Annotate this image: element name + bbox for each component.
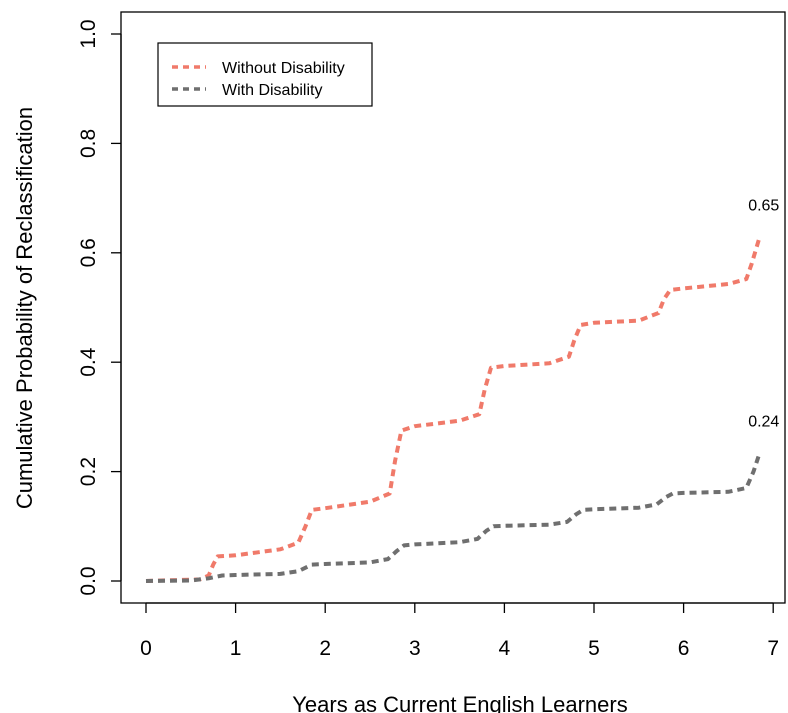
end-label-1: 0.24: [748, 413, 779, 430]
y-tick-label: 0.6: [77, 238, 100, 267]
x-tick-label: 5: [588, 637, 600, 660]
y-tick-label: 0.0: [77, 566, 100, 595]
legend-label-1: With Disability: [222, 82, 322, 99]
y-tick-label: 0.4: [77, 347, 100, 377]
y-tick-label: 1.0: [77, 19, 100, 48]
x-tick-label: 1: [230, 637, 242, 660]
legend-label-0: Without Disability: [222, 60, 345, 77]
y-axis-title: Cumulative Probability of Reclassificati…: [12, 107, 37, 509]
x-axis: 0 1 2 3 4 5 6 7: [140, 602, 779, 660]
x-tick-label: 0: [140, 637, 152, 660]
x-tick-label: 6: [678, 637, 690, 660]
x-tick-label: 3: [409, 637, 421, 660]
series-line-0: [145, 235, 762, 583]
y-tick-label: 0.2: [77, 457, 100, 486]
legend-box: [157, 42, 373, 107]
end-labels: 0.65 0.24: [748, 197, 779, 430]
x-tick-label: 4: [499, 637, 511, 660]
series-layer: [145, 235, 762, 583]
y-tick-label: 0.8: [77, 129, 100, 158]
legend: Without Disability With Disability: [157, 42, 373, 107]
x-axis-title: Years as Current English Learners: [292, 692, 627, 713]
x-tick-label: 2: [319, 637, 331, 660]
y-axis: 0.0 0.2 0.4 0.6 0.8 1.0: [77, 19, 122, 596]
series-line-1: [145, 451, 762, 583]
x-tick-label: 7: [767, 637, 779, 660]
end-label-0: 0.65: [748, 197, 779, 214]
